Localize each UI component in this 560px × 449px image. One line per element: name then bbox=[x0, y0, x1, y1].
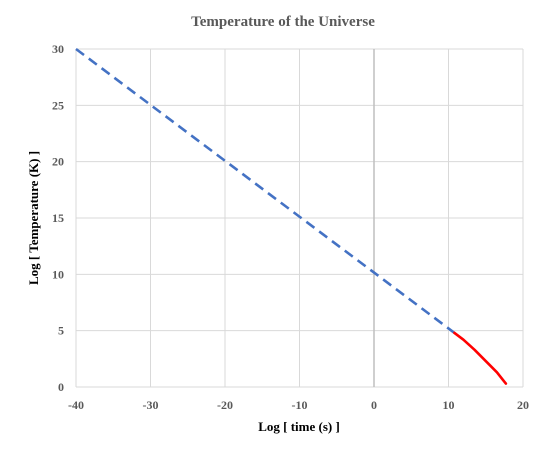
x-tick-label-0: -40 bbox=[68, 398, 84, 412]
chart-title: Temperature of the Universe bbox=[191, 14, 375, 30]
series-lines bbox=[75, 47, 508, 385]
y-axis-title: Log [ Temperature (K) ] bbox=[26, 151, 41, 285]
x-tick-label-2: -20 bbox=[217, 398, 233, 412]
y-tick-label-3: 15 bbox=[52, 211, 64, 225]
y-tick-label-2: 10 bbox=[52, 267, 64, 281]
x-tick-label-6: 20 bbox=[517, 398, 529, 412]
y-tick-label-4: 20 bbox=[52, 155, 64, 169]
y-tick-label-5: 25 bbox=[52, 98, 64, 112]
series-line-0 bbox=[75, 47, 456, 334]
y-tick-label-0: 0 bbox=[58, 380, 64, 394]
x-tick-label-4: 0 bbox=[371, 398, 377, 412]
x-tick-label-5: 10 bbox=[443, 398, 455, 412]
y-tick-labels: 0 5 10 15 20 25 30 bbox=[52, 42, 64, 394]
x-axis-title: Log [ time (s) ] bbox=[258, 419, 340, 434]
x-tick-label-3: -10 bbox=[292, 398, 308, 412]
series-line-1 bbox=[453, 331, 508, 385]
y-tick-label-6: 30 bbox=[52, 42, 64, 56]
x-tick-label-1: -30 bbox=[143, 398, 159, 412]
x-tick-labels: -40 -30 -20 -10 0 10 20 bbox=[68, 398, 529, 412]
y-tick-label-1: 5 bbox=[58, 324, 64, 338]
